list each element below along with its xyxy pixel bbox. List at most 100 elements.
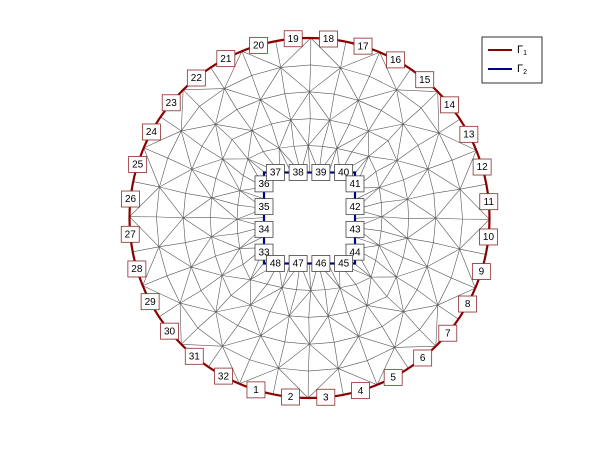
mesh-edge bbox=[359, 336, 368, 360]
legend-subscript: 1 bbox=[523, 50, 527, 57]
mesh-edge bbox=[397, 90, 422, 108]
mesh-edge bbox=[282, 288, 289, 316]
mesh-edge bbox=[330, 120, 349, 124]
mesh-edge bbox=[279, 120, 291, 148]
mesh-edge bbox=[222, 276, 250, 280]
mesh-edge bbox=[167, 267, 191, 276]
edge-label: 35 bbox=[258, 202, 270, 213]
mesh-edge bbox=[261, 336, 279, 368]
mesh-edge bbox=[271, 124, 279, 148]
mesh-edge bbox=[198, 328, 223, 346]
mesh-edge bbox=[460, 189, 463, 219]
mesh-edge bbox=[396, 258, 403, 277]
mesh-edge bbox=[309, 290, 311, 317]
mesh-edge bbox=[379, 180, 403, 188]
mesh-edge bbox=[273, 368, 278, 394]
mesh-edge bbox=[183, 193, 185, 218]
legend-subscript: 2 bbox=[523, 69, 527, 76]
mesh-edge bbox=[212, 178, 216, 197]
mesh-edge bbox=[279, 146, 294, 148]
mesh-edge bbox=[285, 316, 289, 342]
mesh-edge bbox=[338, 369, 343, 395]
mesh-edge bbox=[271, 120, 290, 124]
mesh-edge bbox=[202, 124, 216, 146]
mesh-edge bbox=[354, 264, 371, 278]
mesh-edge bbox=[183, 90, 199, 107]
mesh-edge bbox=[251, 305, 270, 312]
mesh-edge bbox=[222, 336, 260, 347]
mesh-edge bbox=[334, 336, 358, 342]
mesh-edge bbox=[417, 267, 427, 290]
mesh-edge bbox=[328, 288, 340, 316]
mesh-edge bbox=[439, 133, 452, 160]
mesh-edge bbox=[156, 217, 183, 218]
edge-label: 26 bbox=[125, 194, 137, 205]
mesh-edge bbox=[349, 124, 368, 131]
mesh-edge bbox=[310, 119, 329, 120]
mesh-edge bbox=[379, 238, 407, 245]
mesh-edge bbox=[436, 218, 463, 219]
mesh-edge bbox=[408, 199, 409, 218]
edge-label: 20 bbox=[253, 41, 265, 52]
mesh-edge bbox=[309, 342, 334, 344]
mesh-edge bbox=[297, 290, 311, 291]
mesh-edge bbox=[168, 131, 181, 158]
mesh-edge bbox=[186, 169, 192, 193]
mesh-edge bbox=[367, 297, 387, 306]
edge-label: 34 bbox=[258, 225, 270, 236]
mesh-edge bbox=[250, 360, 279, 368]
mesh-edge bbox=[310, 92, 311, 119]
mesh-edge bbox=[367, 277, 371, 305]
edge-label: 27 bbox=[125, 229, 137, 240]
mesh-edge bbox=[369, 76, 396, 89]
mesh-edge bbox=[334, 94, 358, 100]
mesh-edge bbox=[341, 68, 370, 76]
mesh-edge bbox=[328, 316, 334, 342]
edge-label: 47 bbox=[293, 259, 305, 270]
mesh-edge bbox=[379, 160, 397, 187]
mesh-edge bbox=[186, 193, 212, 197]
mesh-edge bbox=[291, 119, 310, 120]
mesh-edge bbox=[381, 202, 382, 216]
mesh-edge bbox=[310, 92, 330, 120]
mesh-edge bbox=[231, 295, 251, 304]
mesh-edge bbox=[308, 369, 338, 372]
edge-label: 38 bbox=[293, 168, 305, 179]
mesh-edge bbox=[294, 146, 308, 147]
mesh-edge bbox=[381, 217, 382, 231]
mesh-edge bbox=[183, 198, 211, 218]
mesh-edge bbox=[368, 110, 381, 131]
mesh-edge bbox=[376, 160, 397, 171]
mesh-edge bbox=[208, 346, 222, 367]
mesh-edge bbox=[322, 146, 336, 148]
mesh-edge bbox=[212, 191, 240, 198]
mesh-edge bbox=[261, 336, 285, 342]
mesh-edge bbox=[395, 346, 436, 347]
mesh-edge bbox=[397, 90, 438, 92]
mesh-edge bbox=[231, 280, 250, 296]
mesh-edge bbox=[223, 139, 232, 159]
edge-label: 48 bbox=[270, 259, 282, 270]
mesh-edge bbox=[183, 89, 224, 90]
mesh-edge bbox=[222, 248, 240, 275]
edge-label: 8 bbox=[465, 299, 471, 310]
mesh-edge bbox=[325, 288, 340, 290]
mesh-edge bbox=[237, 100, 261, 110]
mesh-edge bbox=[224, 75, 251, 88]
mesh-edge bbox=[133, 182, 159, 187]
mesh-edge bbox=[199, 106, 215, 124]
edge-label: 3 bbox=[323, 392, 329, 403]
edge-label: 43 bbox=[349, 225, 361, 236]
mesh-edge bbox=[310, 92, 335, 94]
edge-label: 22 bbox=[191, 73, 203, 84]
mesh-edge bbox=[251, 288, 283, 305]
mesh-edge bbox=[183, 218, 211, 237]
mesh-edge bbox=[159, 303, 180, 317]
mesh-edge bbox=[376, 245, 379, 260]
mesh-edge bbox=[237, 219, 238, 233]
mesh-edge bbox=[222, 346, 249, 359]
mesh-edge bbox=[368, 131, 388, 140]
edge-label: 2 bbox=[288, 392, 294, 403]
edge-label: 42 bbox=[349, 202, 361, 213]
